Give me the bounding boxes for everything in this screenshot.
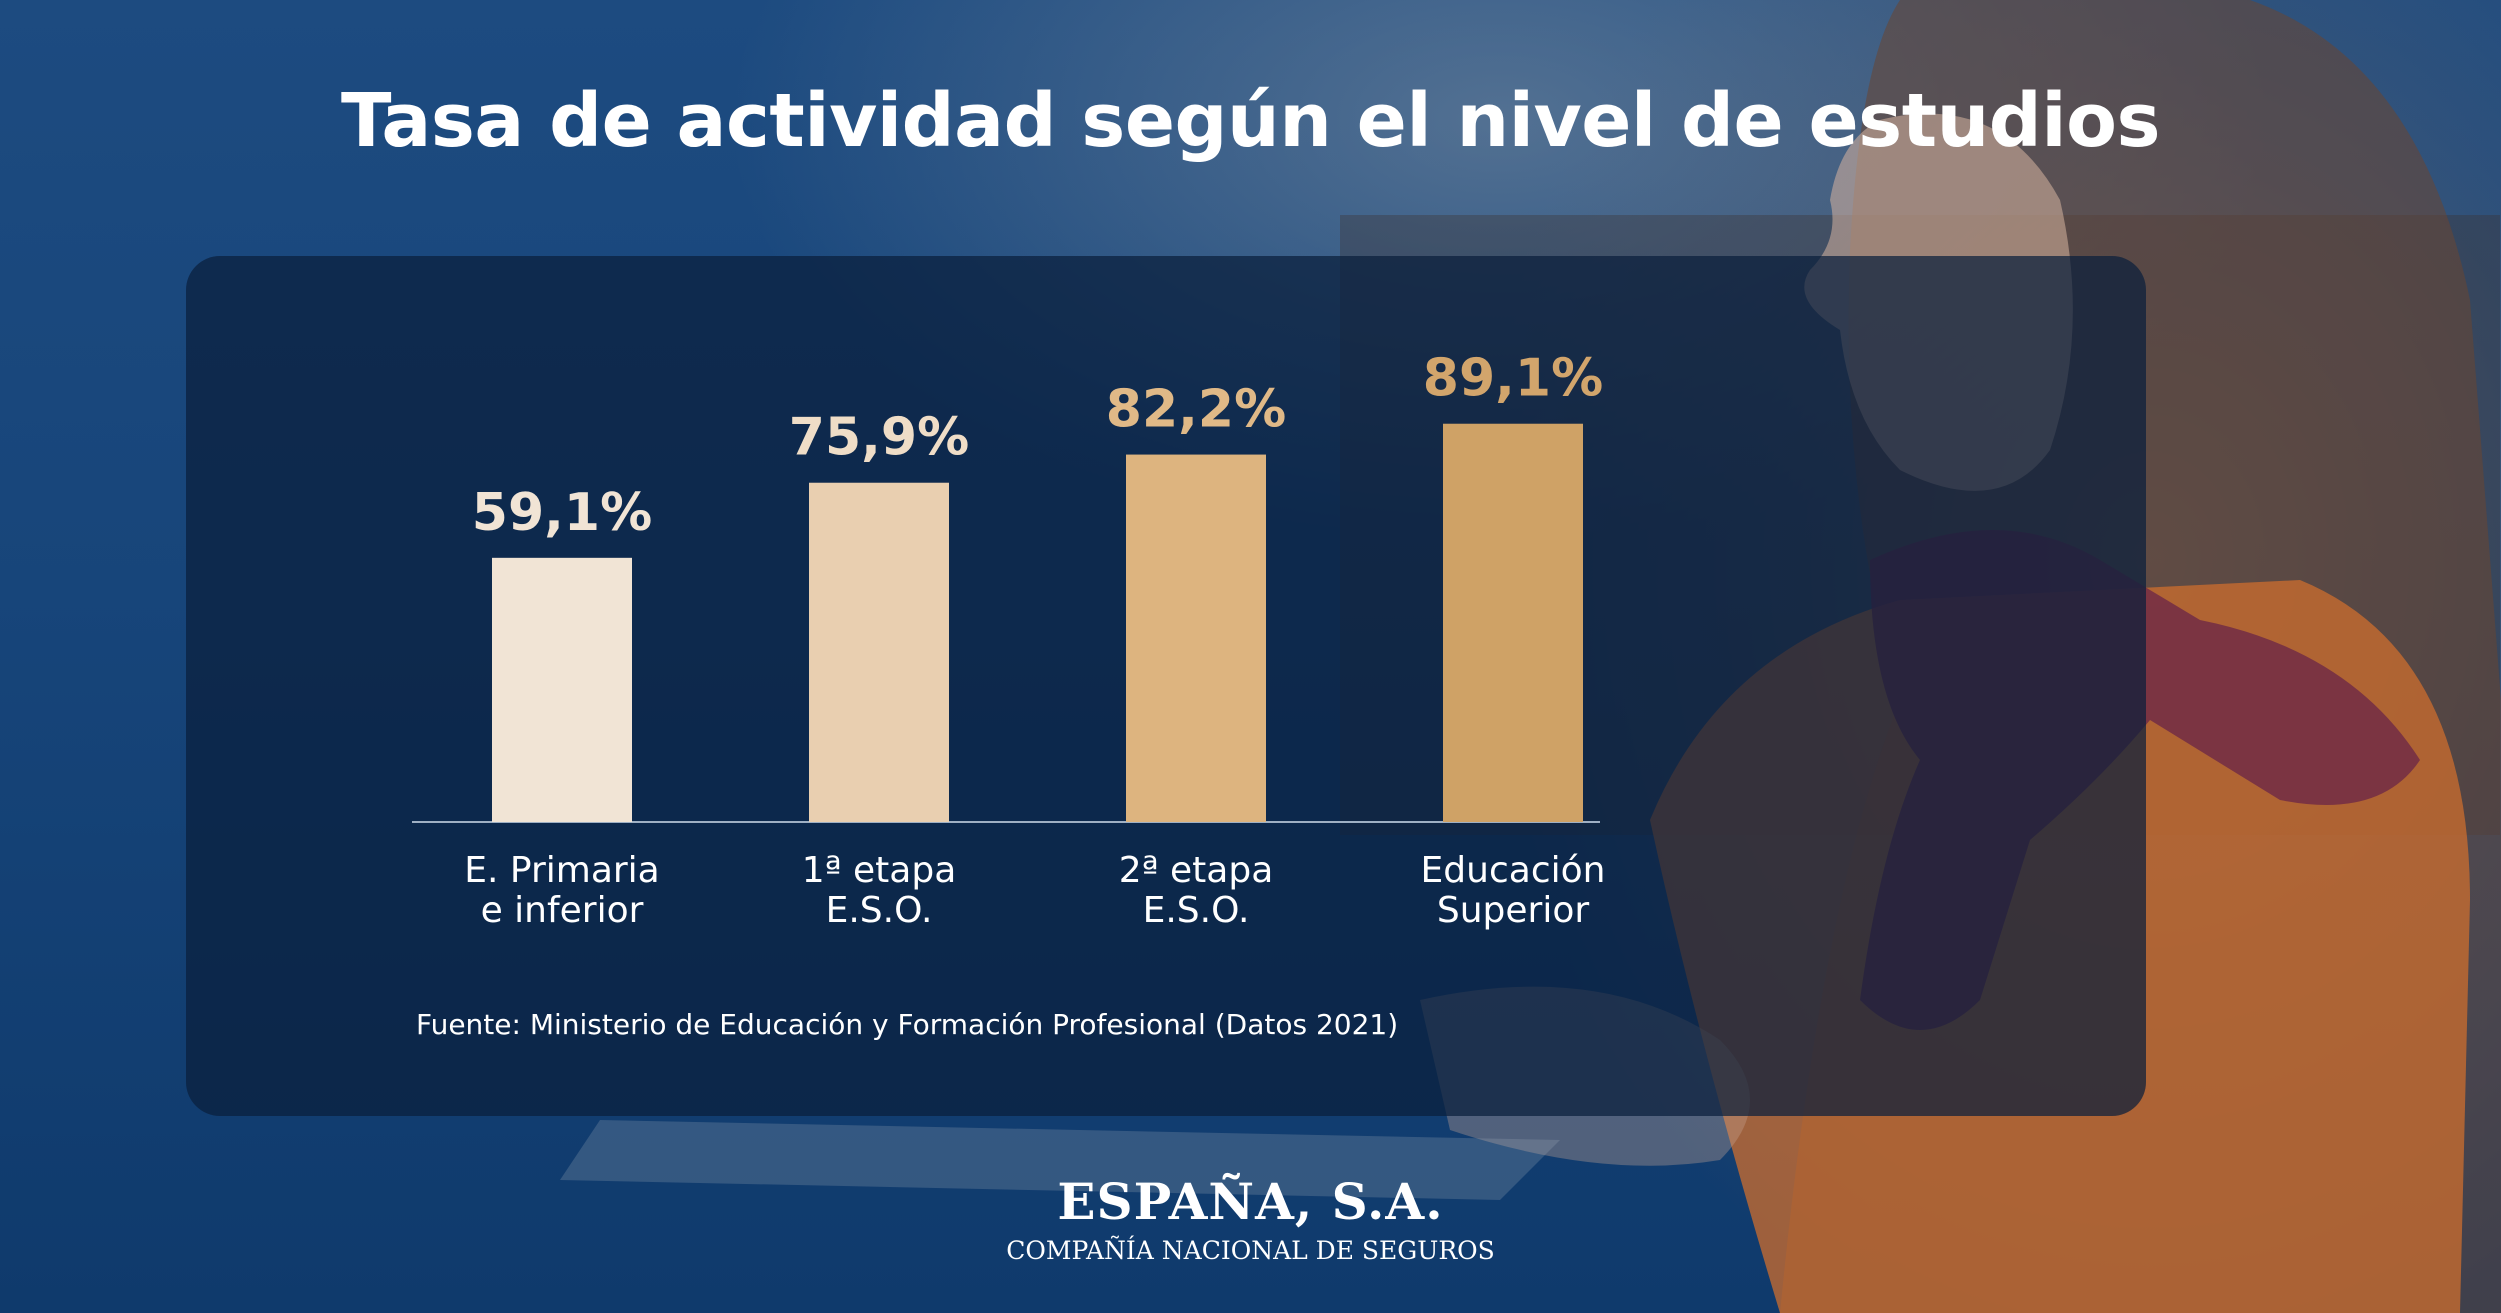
category-label-2-line-2: E.S.O. xyxy=(826,890,933,931)
category-label-1-line-2: e inferior xyxy=(481,890,644,931)
value-label-4: 89,1% xyxy=(1423,349,1603,409)
bar-2 xyxy=(809,482,949,822)
category-label-4-line-2: Superior xyxy=(1437,890,1589,931)
bar-3 xyxy=(1126,454,1266,822)
value-label-2: 75,9% xyxy=(789,408,969,468)
category-label-3-line-1: 2ª etapa xyxy=(1119,850,1274,891)
category-label-2-line-1: 1ª etapa xyxy=(802,850,957,891)
value-label-1: 59,1% xyxy=(472,483,652,543)
brand-tagline: COMPAÑÍA NACIONAL DE SEGUROS xyxy=(1006,1236,1495,1265)
bar-4 xyxy=(1443,423,1583,822)
bar-1 xyxy=(492,557,632,822)
chart-title: Tasa de actividad según el nivel de estu… xyxy=(340,78,2161,164)
category-label-1-line-1: E. Primaria xyxy=(464,850,660,891)
category-label-4-line-1: Educación xyxy=(1421,850,1606,891)
value-label-3: 82,2% xyxy=(1106,380,1286,440)
category-label-3-line-2: E.S.O. xyxy=(1143,890,1250,931)
brand-name: ESPAÑA, S.A. xyxy=(1057,1172,1444,1231)
source-note: Fuente: Ministerio de Educación y Formac… xyxy=(416,1008,1399,1041)
